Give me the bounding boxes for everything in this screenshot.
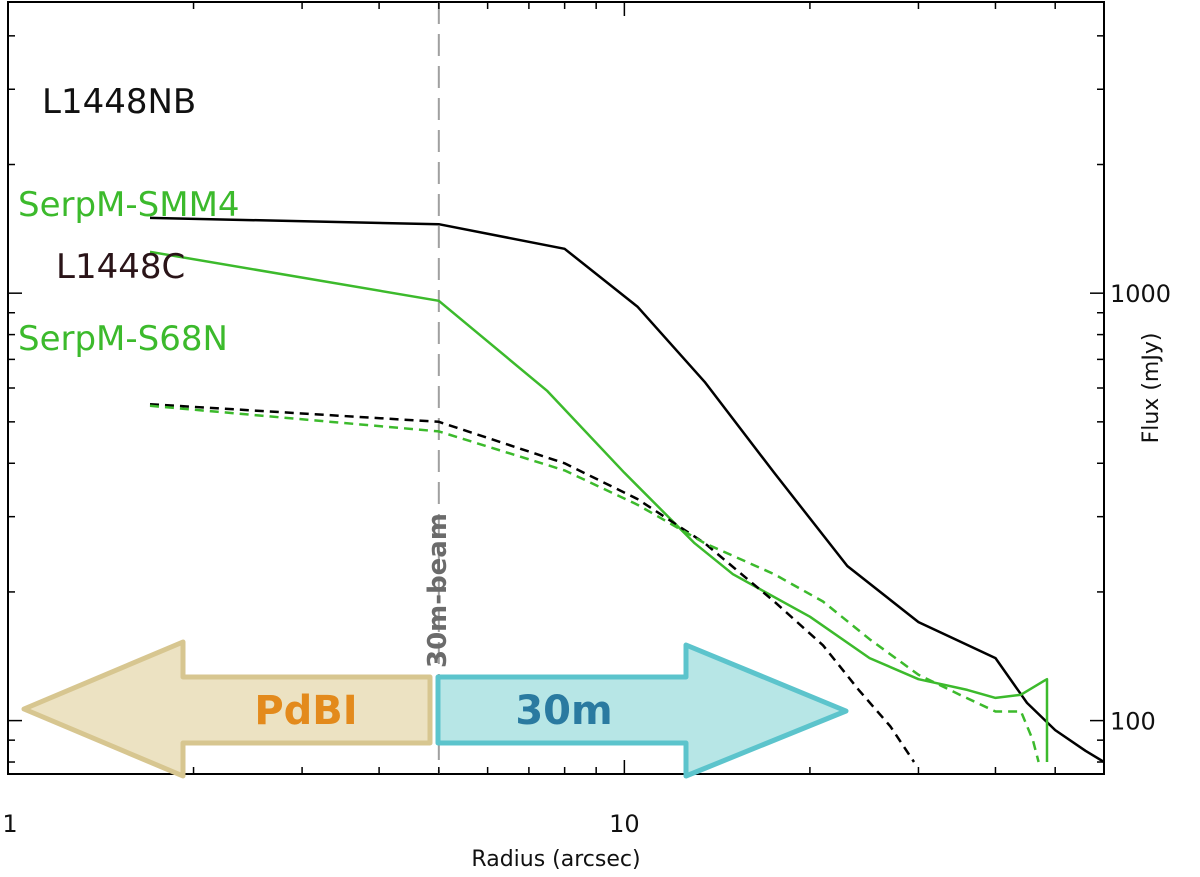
beam-label: 30m-beam [423,513,453,668]
thirty-m-arrow-shape [435,642,849,779]
pdbi-label: PdBI [254,688,357,734]
y-tick-label-1000: 1000 [1110,280,1171,308]
series-label-l1448c: L1448C [56,247,185,287]
pdbi-arrow: PdBI [21,639,433,779]
series-line-serpm-smm4 [149,250,1049,762]
y-tick-label-100: 100 [1110,708,1156,736]
x-tick-label-1: 1 [2,810,17,838]
series-line-l1448nb [149,216,1105,764]
series-label-serpm-s68n: SerpM-S68N [18,319,228,359]
pdbi-arrow-shape [21,639,433,779]
x-tick-label-10: 10 [609,810,640,838]
y-axis-label: Flux (mJy) [1139,333,1164,444]
series-layer [149,216,1105,764]
series-label-serpm-smm4: SerpM-SMM4 [18,185,240,225]
thirty-m-label: 30m [515,688,612,734]
thirty-m-arrow: 30m [435,642,849,779]
tick-layer [7,2,1105,774]
x-axis-label: Radius (arcsec) [471,847,640,872]
series-label-l1448nb: L1448NB [42,82,196,122]
series-line-serpm-s68n [149,404,1040,763]
